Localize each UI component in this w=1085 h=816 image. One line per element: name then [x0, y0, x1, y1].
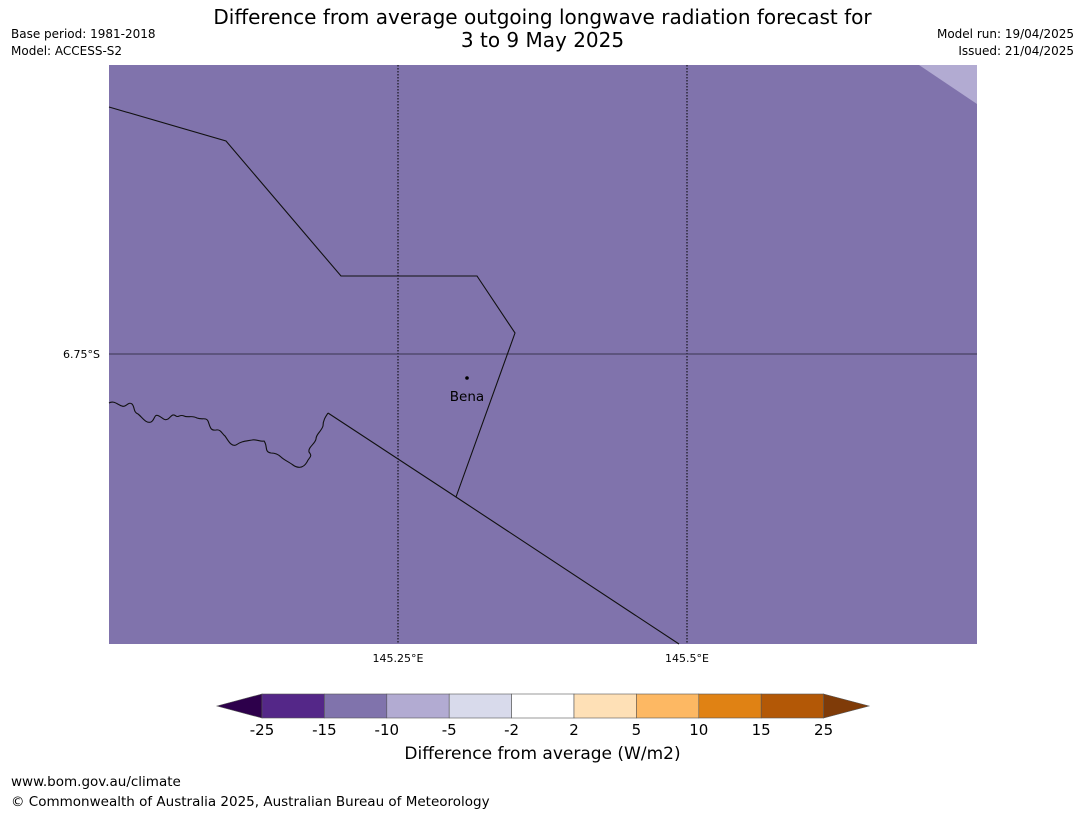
footer-url[interactable]: www.bom.gov.au/climate — [11, 774, 181, 790]
colorbar-label: Difference from average (W/m2) — [404, 744, 681, 764]
province-border-east — [108, 106, 516, 498]
colorbar-tick-label: 10 — [689, 721, 708, 739]
map-corner-shading — [919, 65, 977, 104]
colorbar-segment — [386, 693, 450, 719]
colorbar-tick-label: 2 — [569, 721, 579, 739]
province-border-south — [327, 412, 680, 645]
base-period: Base period: 1981-2018 — [11, 27, 156, 41]
colorbar-segment — [261, 693, 325, 719]
meta-right: Model run: 19/04/2025 Issued: 21/04/2025 — [937, 26, 1074, 60]
colorbar-segment — [698, 693, 762, 719]
meta-left: Base period: 1981-2018 Model: ACCESS-S2 — [11, 26, 156, 60]
colorbar-extend-max — [823, 693, 871, 719]
colorbar-segment — [511, 693, 575, 719]
colorbar-tick-label: -25 — [250, 721, 275, 739]
colorbar-tick-label: -5 — [442, 721, 457, 739]
colorbar-tick-label: 5 — [632, 721, 642, 739]
place-label: Bena — [450, 389, 484, 405]
model-run: Model run: 19/04/2025 — [936, 27, 1074, 41]
river-line — [108, 401, 329, 468]
lat-label-6-75: 6.75°S — [63, 348, 100, 361]
colorbar-tick-label: -15 — [312, 721, 337, 739]
colorbar-segment — [324, 693, 388, 719]
issued-date: Issued: 21/04/2025 — [958, 44, 1074, 58]
colorbar-segment — [636, 693, 700, 719]
colorbar-extend-min — [215, 693, 263, 719]
place-marker — [465, 376, 469, 380]
colorbar-segment — [760, 693, 824, 719]
footer-copyright: © Commonwealth of Australia 2025, Austra… — [11, 794, 490, 810]
colorbar-segment — [573, 693, 637, 719]
title-line-1: Difference from average outgoing longwav… — [213, 5, 872, 29]
model-name: Model: ACCESS-S2 — [11, 44, 123, 58]
colorbar-tick-label: 15 — [752, 721, 771, 739]
colorbar-tick-label: -2 — [504, 721, 519, 739]
lon-label-145-5: 145.5°E — [665, 652, 709, 665]
title-line-2: 3 to 9 May 2025 — [460, 28, 625, 52]
map-title: Difference from average outgoing longwav… — [0, 6, 1085, 52]
lon-label-145-25: 145.25°E — [373, 652, 424, 665]
colorbar-tick-label: -10 — [375, 721, 400, 739]
colorbar-segment — [448, 693, 512, 719]
colorbar-tick-label: 25 — [814, 721, 833, 739]
colorbar: -25 -15 -10 -5 -2 2 5 10 15 25 — [215, 693, 871, 739]
